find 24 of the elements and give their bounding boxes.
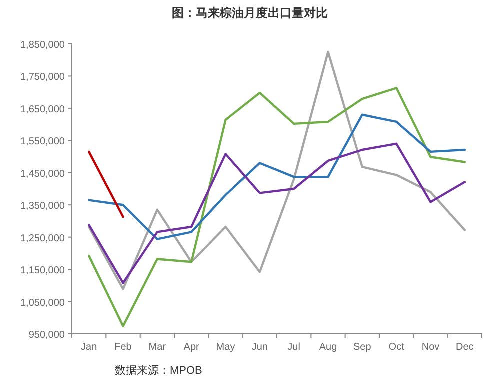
x-tick-label: Nov — [422, 342, 440, 353]
y-tick-label: 1,250,000 — [20, 233, 66, 244]
source-note: 数据来源：MPOB — [115, 364, 202, 377]
y-tick-label: 1,750,000 — [20, 72, 66, 84]
x-tick-label: Sep — [354, 342, 372, 353]
x-tick-label: Feb — [114, 342, 132, 353]
y-tick-label: 1,350,000 — [20, 201, 66, 212]
y-tick-label: 1,450,000 — [20, 168, 66, 180]
y-tick-label: 1,650,000 — [20, 104, 66, 116]
y-tick-label: 1,050,000 — [20, 298, 66, 309]
x-tick-label: Jun — [252, 342, 268, 353]
y-tick-label: 1,150,000 — [20, 266, 66, 277]
x-tick-label: Aug — [319, 342, 338, 353]
x-tick-label: Apr — [184, 342, 200, 353]
y-tick-label: 1,550,000 — [20, 136, 66, 148]
x-tick-label: Oct — [388, 342, 405, 353]
y-tick-label: 1,850,000 — [20, 40, 66, 51]
x-tick-label: Jan — [81, 342, 98, 353]
x-tick-label: Jul — [288, 342, 300, 353]
x-tick-label: Dec — [456, 342, 474, 353]
x-tick-label: May — [216, 342, 236, 353]
y-tick-label: 950,000 — [28, 330, 66, 341]
title: 图：马来棕油月度出口量对比 — [172, 6, 328, 20]
x-tick-label: Mar — [148, 342, 167, 353]
